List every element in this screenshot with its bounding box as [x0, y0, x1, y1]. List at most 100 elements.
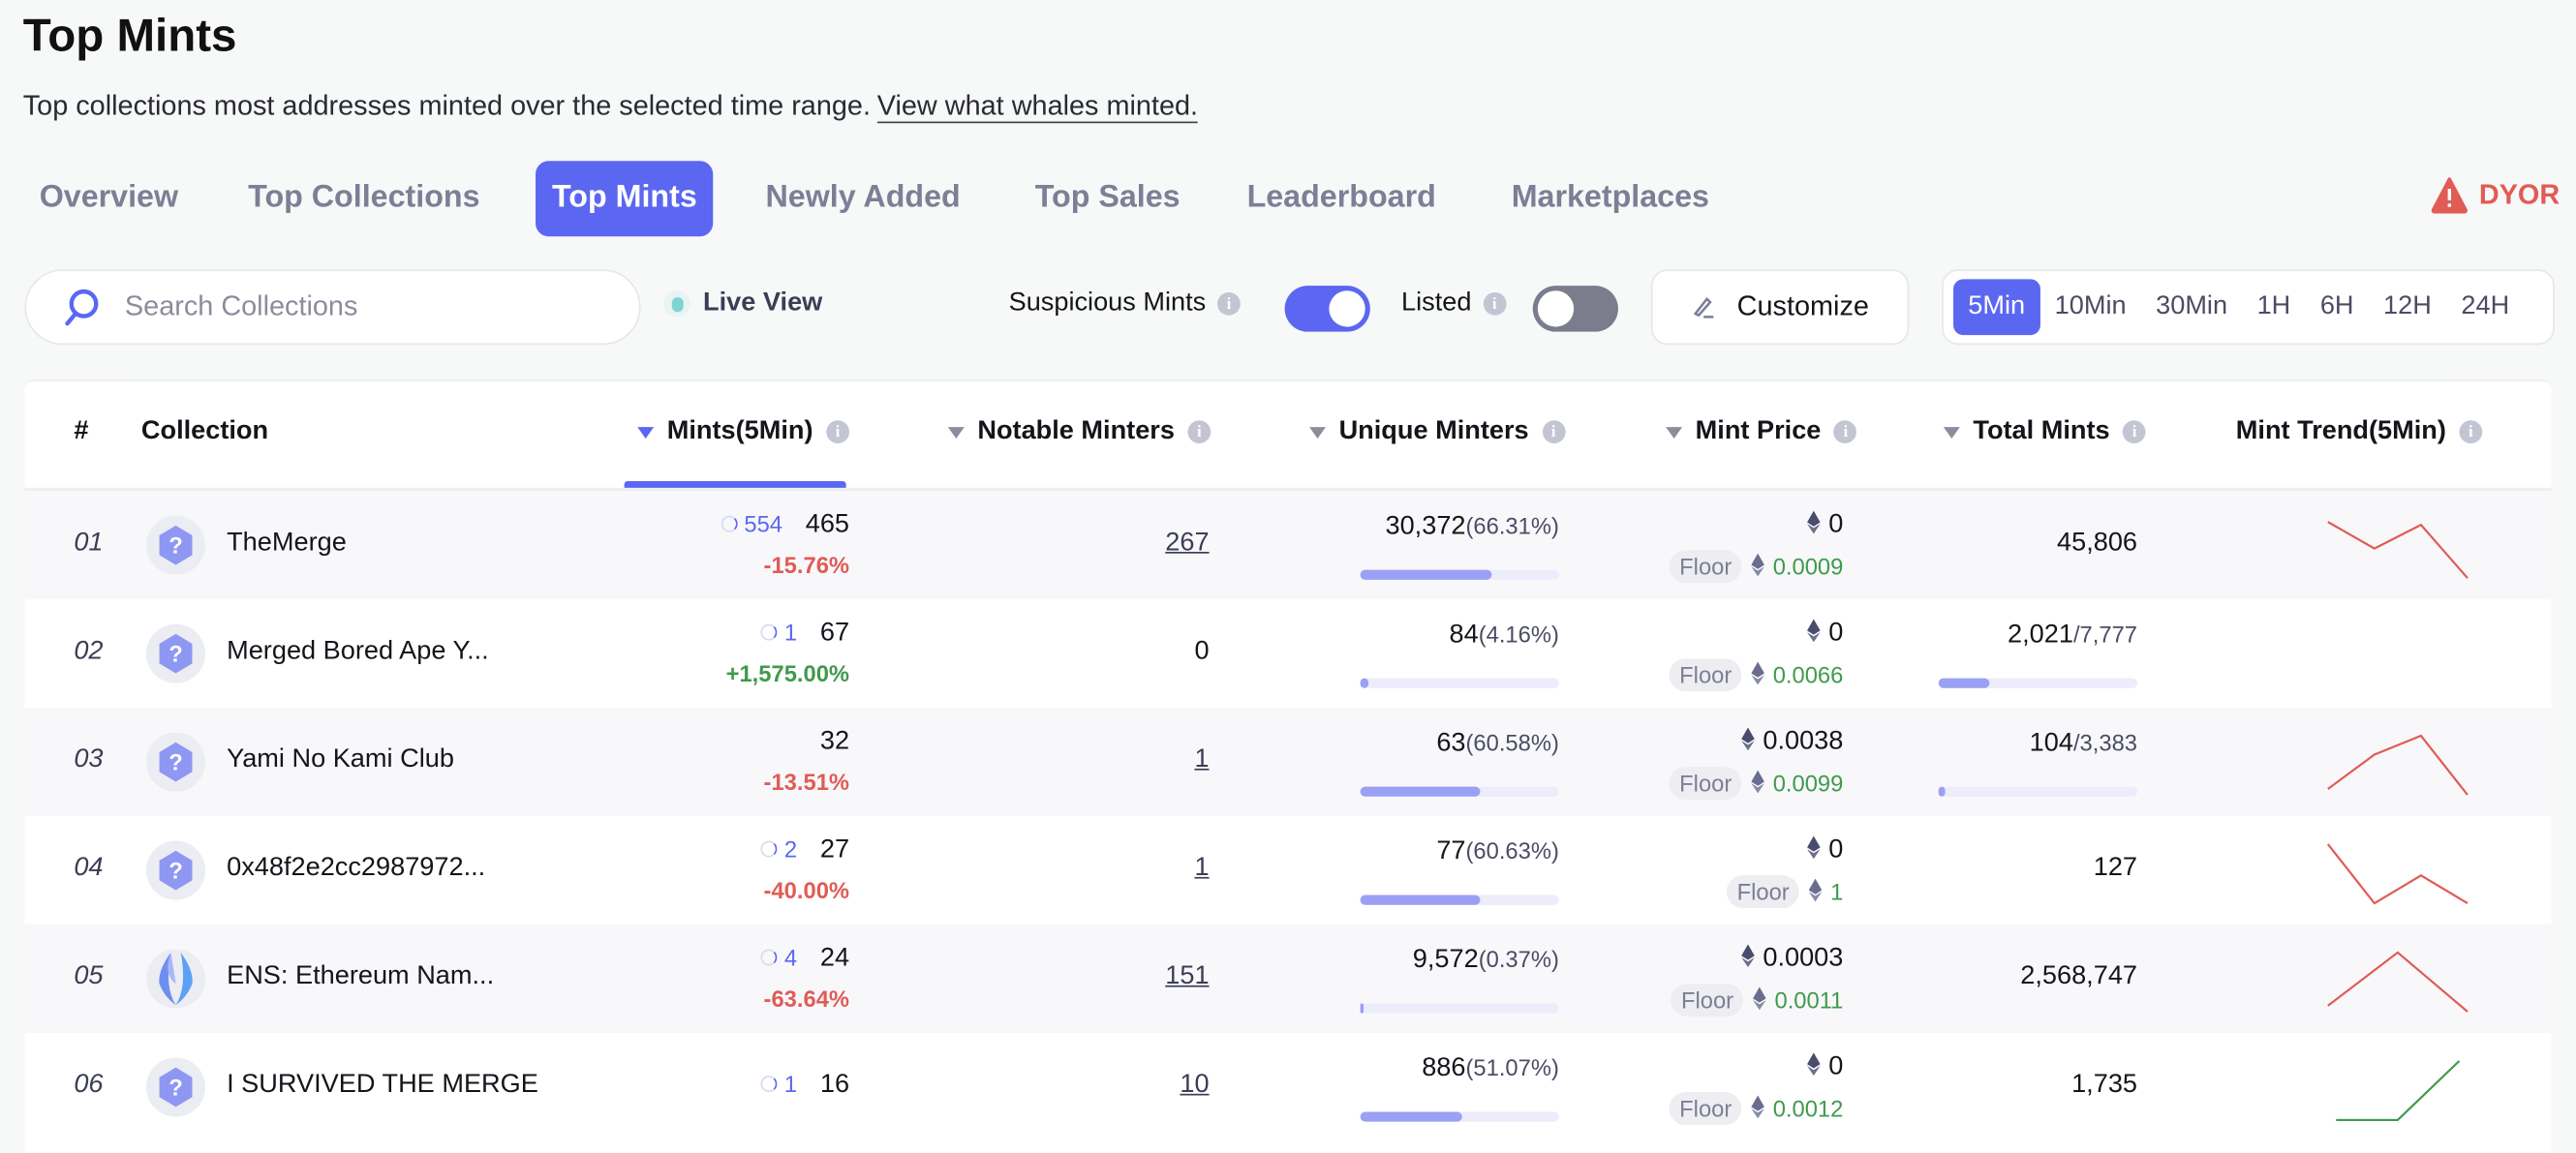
- header-collection: Collection: [140, 416, 269, 445]
- suspicious-mints: 1: [761, 620, 797, 646]
- collection-avatar: ?: [145, 1057, 206, 1117]
- collection-name[interactable]: 0x48f2e2cc2987972...: [227, 854, 486, 882]
- floor-value: 0.0099: [1772, 770, 1844, 797]
- total-mints: 2,568,747: [2020, 962, 2138, 990]
- collection-avatar: ?: [145, 840, 206, 900]
- svg-text:?: ?: [169, 860, 183, 885]
- notable-minters[interactable]: 151: [1165, 962, 1210, 990]
- tab-leaderboard[interactable]: Leaderboard: [1246, 180, 1436, 216]
- search-box[interactable]: [24, 269, 641, 346]
- info-icon[interactable]: i: [1187, 420, 1211, 444]
- range-10min[interactable]: 10Min: [2054, 291, 2127, 320]
- dyor-badge[interactable]: DYOR: [2431, 177, 2561, 214]
- range-6h[interactable]: 6H: [2319, 291, 2354, 320]
- range-12h[interactable]: 12H: [2383, 291, 2432, 320]
- mint-price: 0: [1807, 619, 1844, 650]
- notable-minters[interactable]: 1: [1194, 854, 1210, 882]
- whales-minted-link[interactable]: View what whales minted.: [876, 90, 1199, 124]
- tab-overview[interactable]: Overview: [39, 180, 179, 216]
- range-1h[interactable]: 1H: [2256, 291, 2291, 320]
- table-row[interactable]: 04? 0x48f2e2cc2987972... 2 27 -40.00% 1 77(60.…: [24, 816, 2551, 925]
- suspicious-mints-toggle[interactable]: [1284, 286, 1370, 332]
- unique-minters-bar: [1360, 1003, 1559, 1014]
- collection-avatar: [145, 949, 206, 1009]
- floor-badge: Floor: [1669, 767, 1742, 801]
- table-row[interactable]: 01? TheMerge 554 465 -15.76% 267 30,372(66.31%…: [24, 491, 2552, 600]
- row-rank: 02: [74, 637, 104, 666]
- table-row[interactable]: 05 ENS: Ethereum Nam... 4 24 -63.64% 151 9,572…: [24, 925, 2552, 1034]
- warning-icon: [2431, 177, 2468, 214]
- spinner-icon: [761, 949, 779, 966]
- range-5min[interactable]: 5Min: [1953, 279, 2040, 336]
- header-total-mints[interactable]: Total Mints i: [1943, 416, 2146, 447]
- table-row[interactable]: 06? I SURVIVED THE MERGE 1 16 10 886(51.07%) 0…: [24, 1033, 2551, 1141]
- listed-toggle[interactable]: [1532, 286, 1618, 332]
- customize-label: Customize: [1736, 290, 1869, 322]
- eth-icon: [1807, 619, 1821, 643]
- total-supply: /3,383: [2072, 729, 2138, 756]
- header-rank: #: [74, 416, 89, 445]
- header-notable-minters[interactable]: Notable Minters i: [947, 417, 1211, 447]
- notable-minters[interactable]: 267: [1165, 529, 1210, 558]
- mint-price-value: 0: [1828, 1052, 1844, 1081]
- tab-top-collections[interactable]: Top Collections: [248, 180, 480, 216]
- mints-change: -40.00%: [763, 876, 850, 904]
- notable-minters: 0: [1194, 637, 1210, 666]
- unique-minters-pct: (66.31%): [1465, 512, 1559, 539]
- mints-count: 16: [819, 1071, 850, 1099]
- unique-minters-bar: [1360, 895, 1559, 905]
- tab-newly-added[interactable]: Newly Added: [765, 180, 961, 216]
- tab-marketplaces[interactable]: Marketplaces: [1511, 180, 1709, 216]
- floor-price: Floor 0.0066: [1669, 658, 1843, 692]
- mint-price: 0: [1807, 1052, 1843, 1082]
- collection-name[interactable]: ENS: Ethereum Nam...: [227, 962, 495, 990]
- suspicious-count: 1: [783, 1071, 798, 1098]
- sort-icon: [1309, 426, 1326, 439]
- trend-line: [2327, 951, 2469, 1013]
- header-unique-minters[interactable]: Unique Minters i: [1309, 417, 1565, 447]
- header-total-label: Total Mints: [1973, 416, 2110, 445]
- table-row[interactable]: 03? Yami No Kami Club 32 -13.51% 1 63(60.58%)…: [24, 708, 2552, 817]
- table-row[interactable]: 02? Merged Bored Ape Y... 1 67 +1,575.00% 0 84…: [24, 599, 2551, 708]
- floor-badge: Floor: [1669, 550, 1742, 584]
- header-mints[interactable]: Mints(5Min) i: [637, 417, 849, 447]
- customize-button[interactable]: Customize: [1650, 269, 1910, 346]
- info-icon[interactable]: i: [1483, 291, 1507, 316]
- info-icon[interactable]: i: [1542, 420, 1565, 444]
- range-24h[interactable]: 24H: [2461, 291, 2510, 320]
- notable-minters[interactable]: 1: [1194, 745, 1210, 774]
- range-30min[interactable]: 30Min: [2156, 291, 2228, 320]
- info-icon[interactable]: i: [1217, 291, 1241, 316]
- live-view-label: Live View: [703, 288, 823, 318]
- collection-name[interactable]: I SURVIVED THE MERGE: [227, 1071, 538, 1099]
- mints-change: -15.76%: [763, 551, 850, 579]
- collection-name[interactable]: TheMerge: [227, 529, 347, 558]
- collection-name[interactable]: Yami No Kami Club: [227, 745, 454, 774]
- notable-minters[interactable]: 10: [1180, 1071, 1210, 1099]
- mints-count: 27: [819, 835, 850, 865]
- suspicious-count: 1: [783, 619, 798, 646]
- svg-text:?: ?: [169, 751, 183, 776]
- mints-count: 67: [819, 619, 850, 648]
- tab-top-mints[interactable]: Top Mints: [536, 161, 714, 237]
- collection-name[interactable]: Merged Bored Ape Y...: [227, 637, 489, 666]
- eth-icon: [1809, 878, 1823, 902]
- search-input[interactable]: [124, 290, 585, 324]
- info-icon[interactable]: i: [1833, 420, 1857, 444]
- row-rank: 01: [74, 529, 104, 558]
- unique-minters-bar: [1360, 786, 1559, 797]
- mints-change: -13.51%: [763, 768, 850, 796]
- trend-line: [2327, 734, 2469, 796]
- total-supply: /7,777: [2072, 621, 2138, 648]
- info-icon[interactable]: i: [2459, 420, 2483, 444]
- tab-top-sales[interactable]: Top Sales: [1034, 180, 1181, 216]
- info-icon[interactable]: i: [2123, 420, 2146, 444]
- header-mint-price[interactable]: Mint Price i: [1666, 417, 1857, 447]
- dyor-label: DYOR: [2478, 178, 2561, 211]
- mint-price-value: 0: [1828, 619, 1844, 648]
- question-hexagon-icon: ?: [159, 1067, 193, 1107]
- unique-minters: 63: [1436, 729, 1466, 758]
- top-mints-table: # Collection Mints(5Min) i Notable Minter…: [24, 379, 2552, 1153]
- info-icon[interactable]: i: [826, 420, 849, 444]
- live-view-toggle[interactable]: Live View: [663, 289, 822, 319]
